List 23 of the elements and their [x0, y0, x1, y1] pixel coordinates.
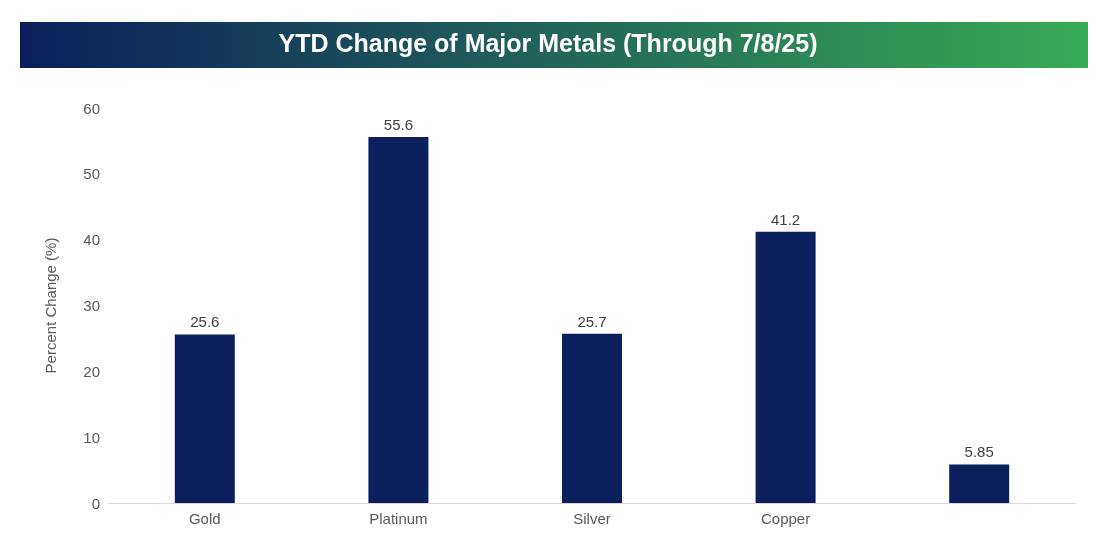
y-tick-label: 0 — [91, 494, 100, 512]
data-label: 25.6 — [190, 313, 220, 331]
bar — [949, 464, 1010, 503]
bar — [562, 333, 622, 503]
y-tick-label: 30 — [83, 297, 100, 314]
y-tick-label: 20 — [83, 362, 100, 380]
data-label: 5.85 — [964, 443, 994, 461]
y-tick-label: 50 — [83, 165, 100, 183]
data-label: 55.6 — [383, 115, 413, 133]
x-tick-label: Copper — [761, 510, 811, 527]
bar — [368, 136, 429, 503]
chart-title: YTD Change of Major Metals (Through 7/8/25) — [278, 28, 818, 57]
y-axis-title: Percent Change (%) — [42, 237, 59, 374]
x-tick-label: Gold — [188, 510, 221, 527]
data-label: 25.7 — [577, 312, 607, 330]
y-tick-label: 40 — [83, 231, 100, 249]
x-tick-label: Silver — [573, 510, 611, 527]
y-tick-label: 10 — [83, 428, 100, 446]
y-tick-label: 60 — [83, 99, 100, 117]
x-tick-label: Platinum — [369, 510, 428, 527]
bar — [174, 334, 235, 503]
bar — [755, 231, 816, 503]
data-label: 41.2 — [771, 210, 801, 228]
